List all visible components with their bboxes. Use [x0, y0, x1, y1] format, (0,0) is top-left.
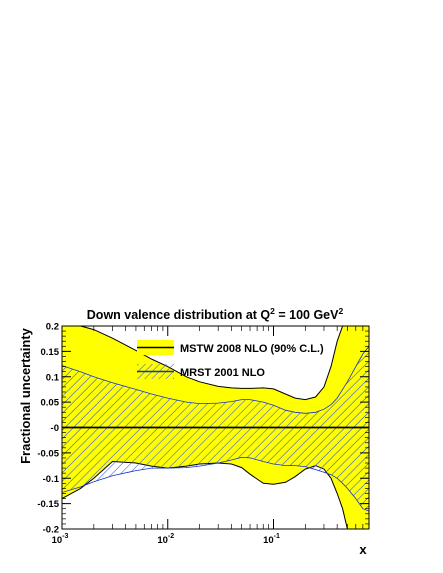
y-tick-label: 0.05: [41, 398, 60, 409]
y-tick-label: -0.2: [43, 525, 59, 536]
chart-title-mid: = 100 GeV: [275, 308, 339, 322]
x-tick-label: 10-3: [52, 533, 69, 546]
y-tick-label: -0.1: [43, 474, 60, 485]
y-ticks: 0.2 0.15 0.1 0.05 -0 -0.05 -0.1 -0.15 -0.2: [37, 322, 369, 536]
y-tick-label: 0.15: [41, 347, 60, 358]
y-axis-label: Fractional uncertainty: [18, 327, 33, 464]
plot-area: [62, 326, 369, 529]
mrst-band: [62, 345, 369, 512]
legend-label-mrst: MRST 2001 NLO: [180, 367, 265, 379]
y-tick-label: -0: [51, 423, 59, 434]
chart-title-sup2: 2: [338, 306, 343, 316]
legend-label-mstw: MSTW 2008 NLO (90% C.L.): [180, 343, 324, 355]
y-tick-label: -0.05: [37, 448, 59, 459]
y-tick-label: 0.1: [46, 372, 60, 383]
x-tick-label: 10-1: [263, 533, 280, 546]
x-axis-label: x: [359, 542, 367, 557]
legend: MSTW 2008 NLO (90% C.L.) MRST 2001 NLO: [137, 340, 324, 379]
y-tick-label: -0.15: [37, 499, 59, 510]
y-tick-label: 0.2: [46, 322, 59, 333]
chart-title: Down valence distribution at Q2 = 100 Ge…: [87, 306, 344, 322]
x-ticks: 10-3 10-2 10-1: [52, 326, 370, 546]
chart-title-sup1: 2: [270, 306, 275, 316]
x-tick-label: 10-2: [157, 533, 174, 546]
